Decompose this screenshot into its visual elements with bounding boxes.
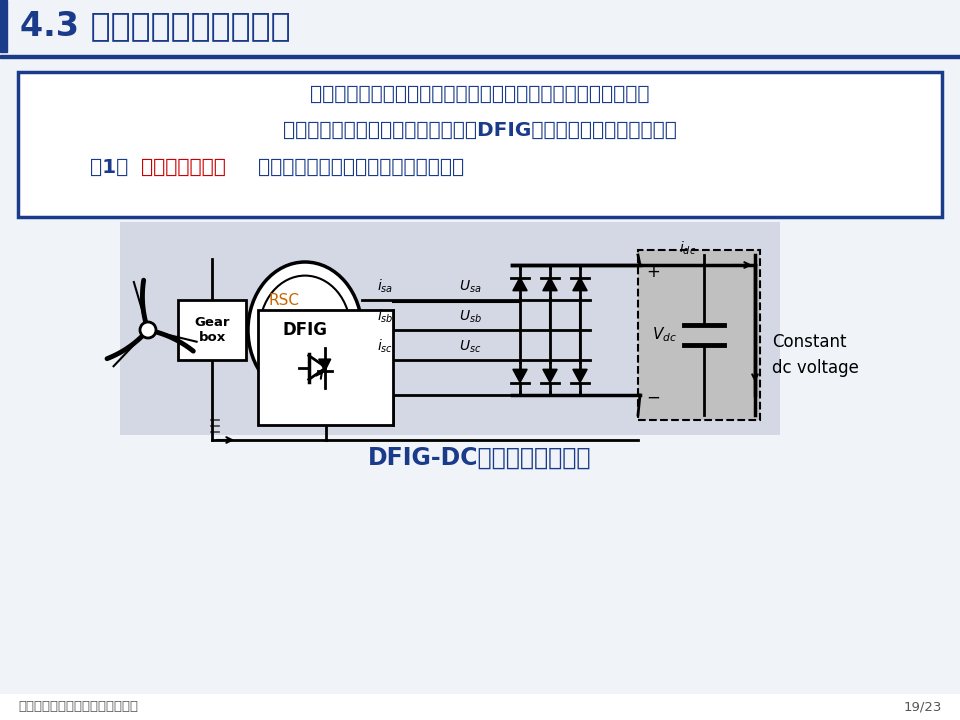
Polygon shape xyxy=(573,277,588,291)
Bar xyxy=(120,222,780,435)
Bar xyxy=(0,55,960,58)
Text: 用1个: 用1个 xyxy=(90,158,129,176)
Bar xyxy=(0,694,960,720)
Polygon shape xyxy=(319,359,331,371)
Polygon shape xyxy=(542,369,557,382)
Bar xyxy=(258,310,393,425)
Polygon shape xyxy=(573,369,588,382)
Text: $U_{sa}$: $U_{sa}$ xyxy=(459,279,481,295)
Text: DFIG-DC系统的详细拓扑图: DFIG-DC系统的详细拓扑图 xyxy=(369,446,591,470)
Text: 19/23: 19/23 xyxy=(903,701,942,714)
Text: $V_{dc}$: $V_{dc}$ xyxy=(652,325,677,344)
Bar xyxy=(0,0,7,52)
Bar xyxy=(178,300,246,360)
Text: Gear
box: Gear box xyxy=(194,316,229,344)
Text: 对于同相交流供电制式中双馈风电的集成应用，通过引出变流器: 对于同相交流供电制式中双馈风电的集成应用，通过引出变流器 xyxy=(310,84,650,104)
Polygon shape xyxy=(513,369,527,382)
Text: DFIG: DFIG xyxy=(282,321,327,339)
Text: 中国电工技术学会新媒体平台发布: 中国电工技术学会新媒体平台发布 xyxy=(18,701,138,714)
Text: +: + xyxy=(646,263,660,281)
Text: $U_{sc}$: $U_{sc}$ xyxy=(459,338,481,355)
Text: 4.3 双馈风电直流接入技术: 4.3 双馈风电直流接入技术 xyxy=(20,9,291,42)
Text: $i_{sc}$: $i_{sc}$ xyxy=(377,338,393,355)
Polygon shape xyxy=(513,277,527,291)
Ellipse shape xyxy=(248,262,362,398)
Bar xyxy=(638,250,760,420)
Text: 即可实现对风电机组额定功率的控制。: 即可实现对风电机组额定功率的控制。 xyxy=(258,158,464,176)
Text: $i_{dc}$: $i_{dc}$ xyxy=(680,240,697,257)
Text: Constant
dc voltage: Constant dc voltage xyxy=(772,333,859,377)
Circle shape xyxy=(140,322,156,338)
Text: $U_{sb}$: $U_{sb}$ xyxy=(459,309,482,325)
Text: 内直流侧端口，建立了二极管整流型DFIG并网接入方案，该方案仅采: 内直流侧端口，建立了二极管整流型DFIG并网接入方案，该方案仅采 xyxy=(283,120,677,140)
Circle shape xyxy=(140,322,156,338)
Text: −: − xyxy=(646,389,660,407)
Text: $i_{sb}$: $i_{sb}$ xyxy=(376,307,394,325)
Text: $i_{sa}$: $i_{sa}$ xyxy=(377,278,394,295)
Polygon shape xyxy=(542,277,557,291)
Bar xyxy=(18,72,942,217)
Text: 部分功率变流器: 部分功率变流器 xyxy=(141,158,226,176)
Text: RSC: RSC xyxy=(268,293,299,308)
Ellipse shape xyxy=(259,276,350,384)
